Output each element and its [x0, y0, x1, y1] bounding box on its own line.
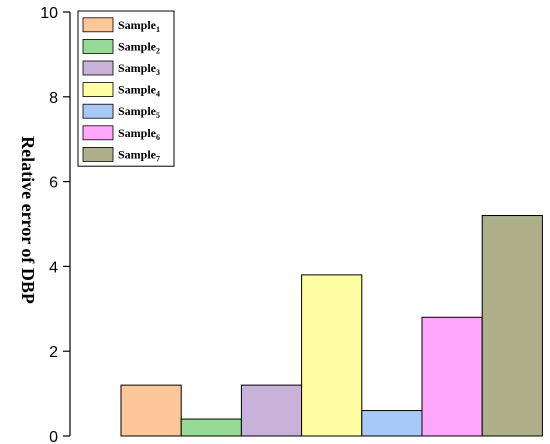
legend-label-7: Sample7 [118, 147, 160, 163]
legend-label-1: Sample1 [118, 18, 160, 34]
y-axis-label: Relative error of DBP [18, 136, 38, 304]
y-tick-label: 4 [49, 259, 58, 276]
bar-sample-6 [421, 316, 483, 437]
bar-sample-4 [301, 274, 363, 437]
y-tick-label: 10 [40, 5, 58, 22]
legend-box [77, 10, 175, 167]
y-tick-label: 8 [49, 90, 58, 107]
bar-sample-3 [240, 384, 303, 437]
bar-sample-2 [180, 418, 242, 437]
bars-group [120, 215, 543, 437]
legend-swatch-1 [82, 17, 114, 33]
bar-sample-7 [481, 215, 543, 437]
y-tick-label: 6 [49, 175, 58, 192]
legend-label-6: Sample6 [118, 126, 160, 142]
legend-label-3: Sample3 [118, 61, 160, 77]
legend-swatch-6 [82, 125, 114, 141]
legend-swatch-5 [82, 103, 114, 119]
y-ticks-group: 0 2 4 6 8 10 [40, 5, 70, 444]
y-tick-label: 2 [49, 344, 58, 361]
legend-label-4: Sample4 [118, 83, 160, 99]
legend-swatch-3 [82, 60, 114, 76]
legend-label-2: Sample2 [118, 39, 160, 55]
y-tick-label: 0 [49, 429, 58, 444]
legend-swatch-4 [82, 82, 114, 97]
bar-sample-5 [361, 410, 423, 437]
bar-sample-1 [120, 384, 182, 437]
legend: Sample1 Sample2 Sample3 Sample4 Sample5 Sampl… [77, 10, 175, 167]
legend-swatch-7 [82, 146, 114, 162]
legend-label-5: Sample5 [118, 104, 160, 120]
legend-swatch-2 [82, 39, 114, 54]
